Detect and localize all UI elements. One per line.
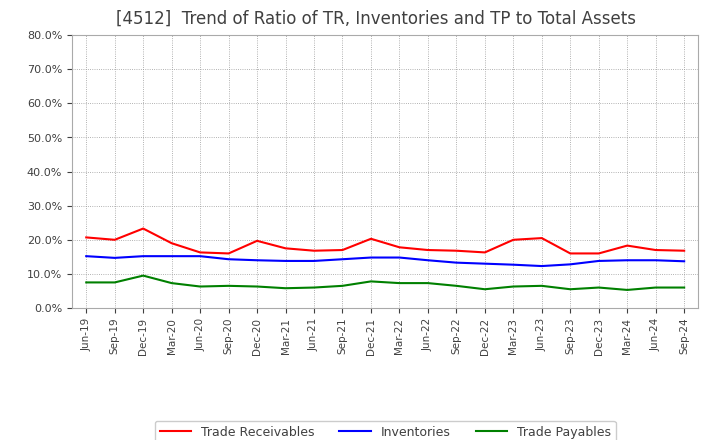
Trade Receivables: [566, 251, 575, 256]
Trade Payables: [537, 283, 546, 289]
Trade Receivables: [225, 251, 233, 256]
Legend: Trade Receivables, Inventories, Trade Payables: Trade Receivables, Inventories, Trade Pa…: [155, 421, 616, 440]
Trade Receivables: [167, 241, 176, 246]
Trade Receivables: [82, 235, 91, 240]
Trade Payables: [652, 285, 660, 290]
Trade Receivables: [509, 237, 518, 242]
Trade Payables: [452, 283, 461, 289]
Trade Payables: [282, 286, 290, 291]
Trade Payables: [595, 285, 603, 290]
Trade Receivables: [423, 247, 432, 253]
Inventories: [623, 258, 631, 263]
Inventories: [167, 253, 176, 259]
Trade Receivables: [196, 250, 204, 255]
Line: Inventories: Inventories: [86, 256, 684, 266]
Inventories: [253, 258, 261, 263]
Trade Receivables: [452, 248, 461, 253]
Trade Receivables: [652, 247, 660, 253]
Inventories: [225, 257, 233, 262]
Inventories: [452, 260, 461, 265]
Trade Payables: [509, 284, 518, 289]
Trade Payables: [480, 286, 489, 292]
Inventories: [110, 255, 119, 260]
Inventories: [310, 258, 318, 264]
Inventories: [595, 258, 603, 264]
Inventories: [82, 253, 91, 259]
Trade Receivables: [310, 248, 318, 253]
Trade Receivables: [480, 250, 489, 255]
Trade Receivables: [253, 238, 261, 243]
Inventories: [139, 253, 148, 259]
Trade Payables: [167, 280, 176, 286]
Trade Payables: [566, 286, 575, 292]
Trade Receivables: [395, 245, 404, 250]
Trade Payables: [139, 273, 148, 278]
Text: [4512]  Trend of Ratio of TR, Inventories and TP to Total Assets: [4512] Trend of Ratio of TR, Inventories…: [116, 10, 636, 28]
Inventories: [423, 258, 432, 263]
Inventories: [338, 257, 347, 262]
Trade Receivables: [595, 251, 603, 256]
Inventories: [566, 262, 575, 267]
Line: Trade Receivables: Trade Receivables: [86, 228, 684, 253]
Trade Payables: [310, 285, 318, 290]
Trade Payables: [196, 284, 204, 289]
Trade Payables: [82, 280, 91, 285]
Trade Payables: [110, 280, 119, 285]
Inventories: [537, 264, 546, 269]
Trade Receivables: [366, 236, 375, 242]
Inventories: [509, 262, 518, 268]
Inventories: [652, 258, 660, 263]
Trade Payables: [253, 284, 261, 289]
Trade Receivables: [537, 235, 546, 241]
Trade Payables: [680, 285, 688, 290]
Trade Payables: [423, 280, 432, 286]
Trade Receivables: [139, 226, 148, 231]
Trade Payables: [366, 279, 375, 284]
Trade Receivables: [680, 248, 688, 253]
Trade Receivables: [338, 247, 347, 253]
Inventories: [680, 259, 688, 264]
Trade Payables: [395, 280, 404, 286]
Inventories: [480, 261, 489, 266]
Inventories: [366, 255, 375, 260]
Trade Payables: [338, 283, 347, 289]
Inventories: [395, 255, 404, 260]
Line: Trade Payables: Trade Payables: [86, 275, 684, 290]
Trade Payables: [225, 283, 233, 289]
Inventories: [282, 258, 290, 264]
Trade Receivables: [110, 237, 119, 242]
Trade Payables: [623, 287, 631, 293]
Trade Receivables: [282, 246, 290, 251]
Trade Receivables: [623, 243, 631, 248]
Inventories: [196, 253, 204, 259]
